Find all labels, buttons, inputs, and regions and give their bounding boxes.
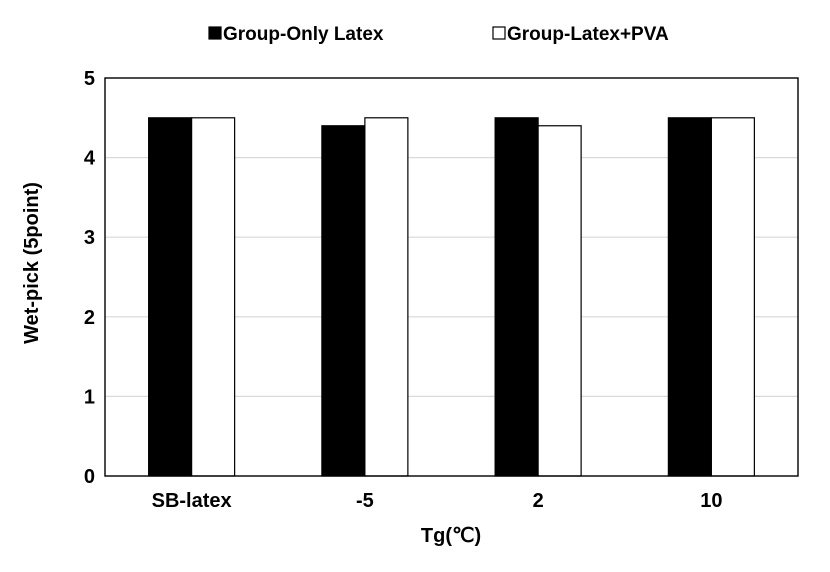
bar-series-1 [667, 117, 712, 477]
x-tick-label: 2 [533, 490, 544, 512]
y-tick-label: 4 [84, 148, 96, 170]
legend-swatch-series-1 [208, 26, 222, 40]
y-tick-label: 0 [84, 466, 95, 488]
y-tick-label: 3 [84, 227, 95, 249]
legend-label-series-2: Group-Latex+PVA [507, 24, 669, 45]
x-tick-labels: SB-latex -5 2 10 [152, 490, 723, 512]
y-tick-labels: 0 1 2 3 4 5 [84, 68, 96, 488]
legend-swatch-series-2 [492, 26, 506, 40]
x-tick-label: -5 [356, 490, 374, 512]
x-tick-label: 10 [700, 490, 722, 512]
bar-series-1 [494, 117, 539, 477]
bar-series-2 [537, 125, 582, 477]
bar-series-2 [191, 117, 236, 477]
y-tick-label: 2 [84, 307, 95, 329]
x-axis-title: Tg(℃) [421, 525, 481, 547]
y-axis-title: Wet-pick (5point) [21, 182, 43, 344]
x-tick-label: SB-latex [152, 490, 232, 512]
legend: Group-Only Latex Group-Latex+PVA [208, 24, 669, 45]
bar-series-2 [710, 117, 755, 477]
plot-area-border [104, 77, 799, 477]
bar-series-1 [148, 117, 193, 477]
bar-series-2 [364, 117, 409, 477]
legend-label-series-1: Group-Only Latex [223, 24, 384, 45]
bar-series-1 [321, 125, 366, 477]
y-tick-label: 5 [84, 68, 95, 90]
y-tick-label: 1 [84, 386, 95, 408]
bars [148, 117, 755, 477]
